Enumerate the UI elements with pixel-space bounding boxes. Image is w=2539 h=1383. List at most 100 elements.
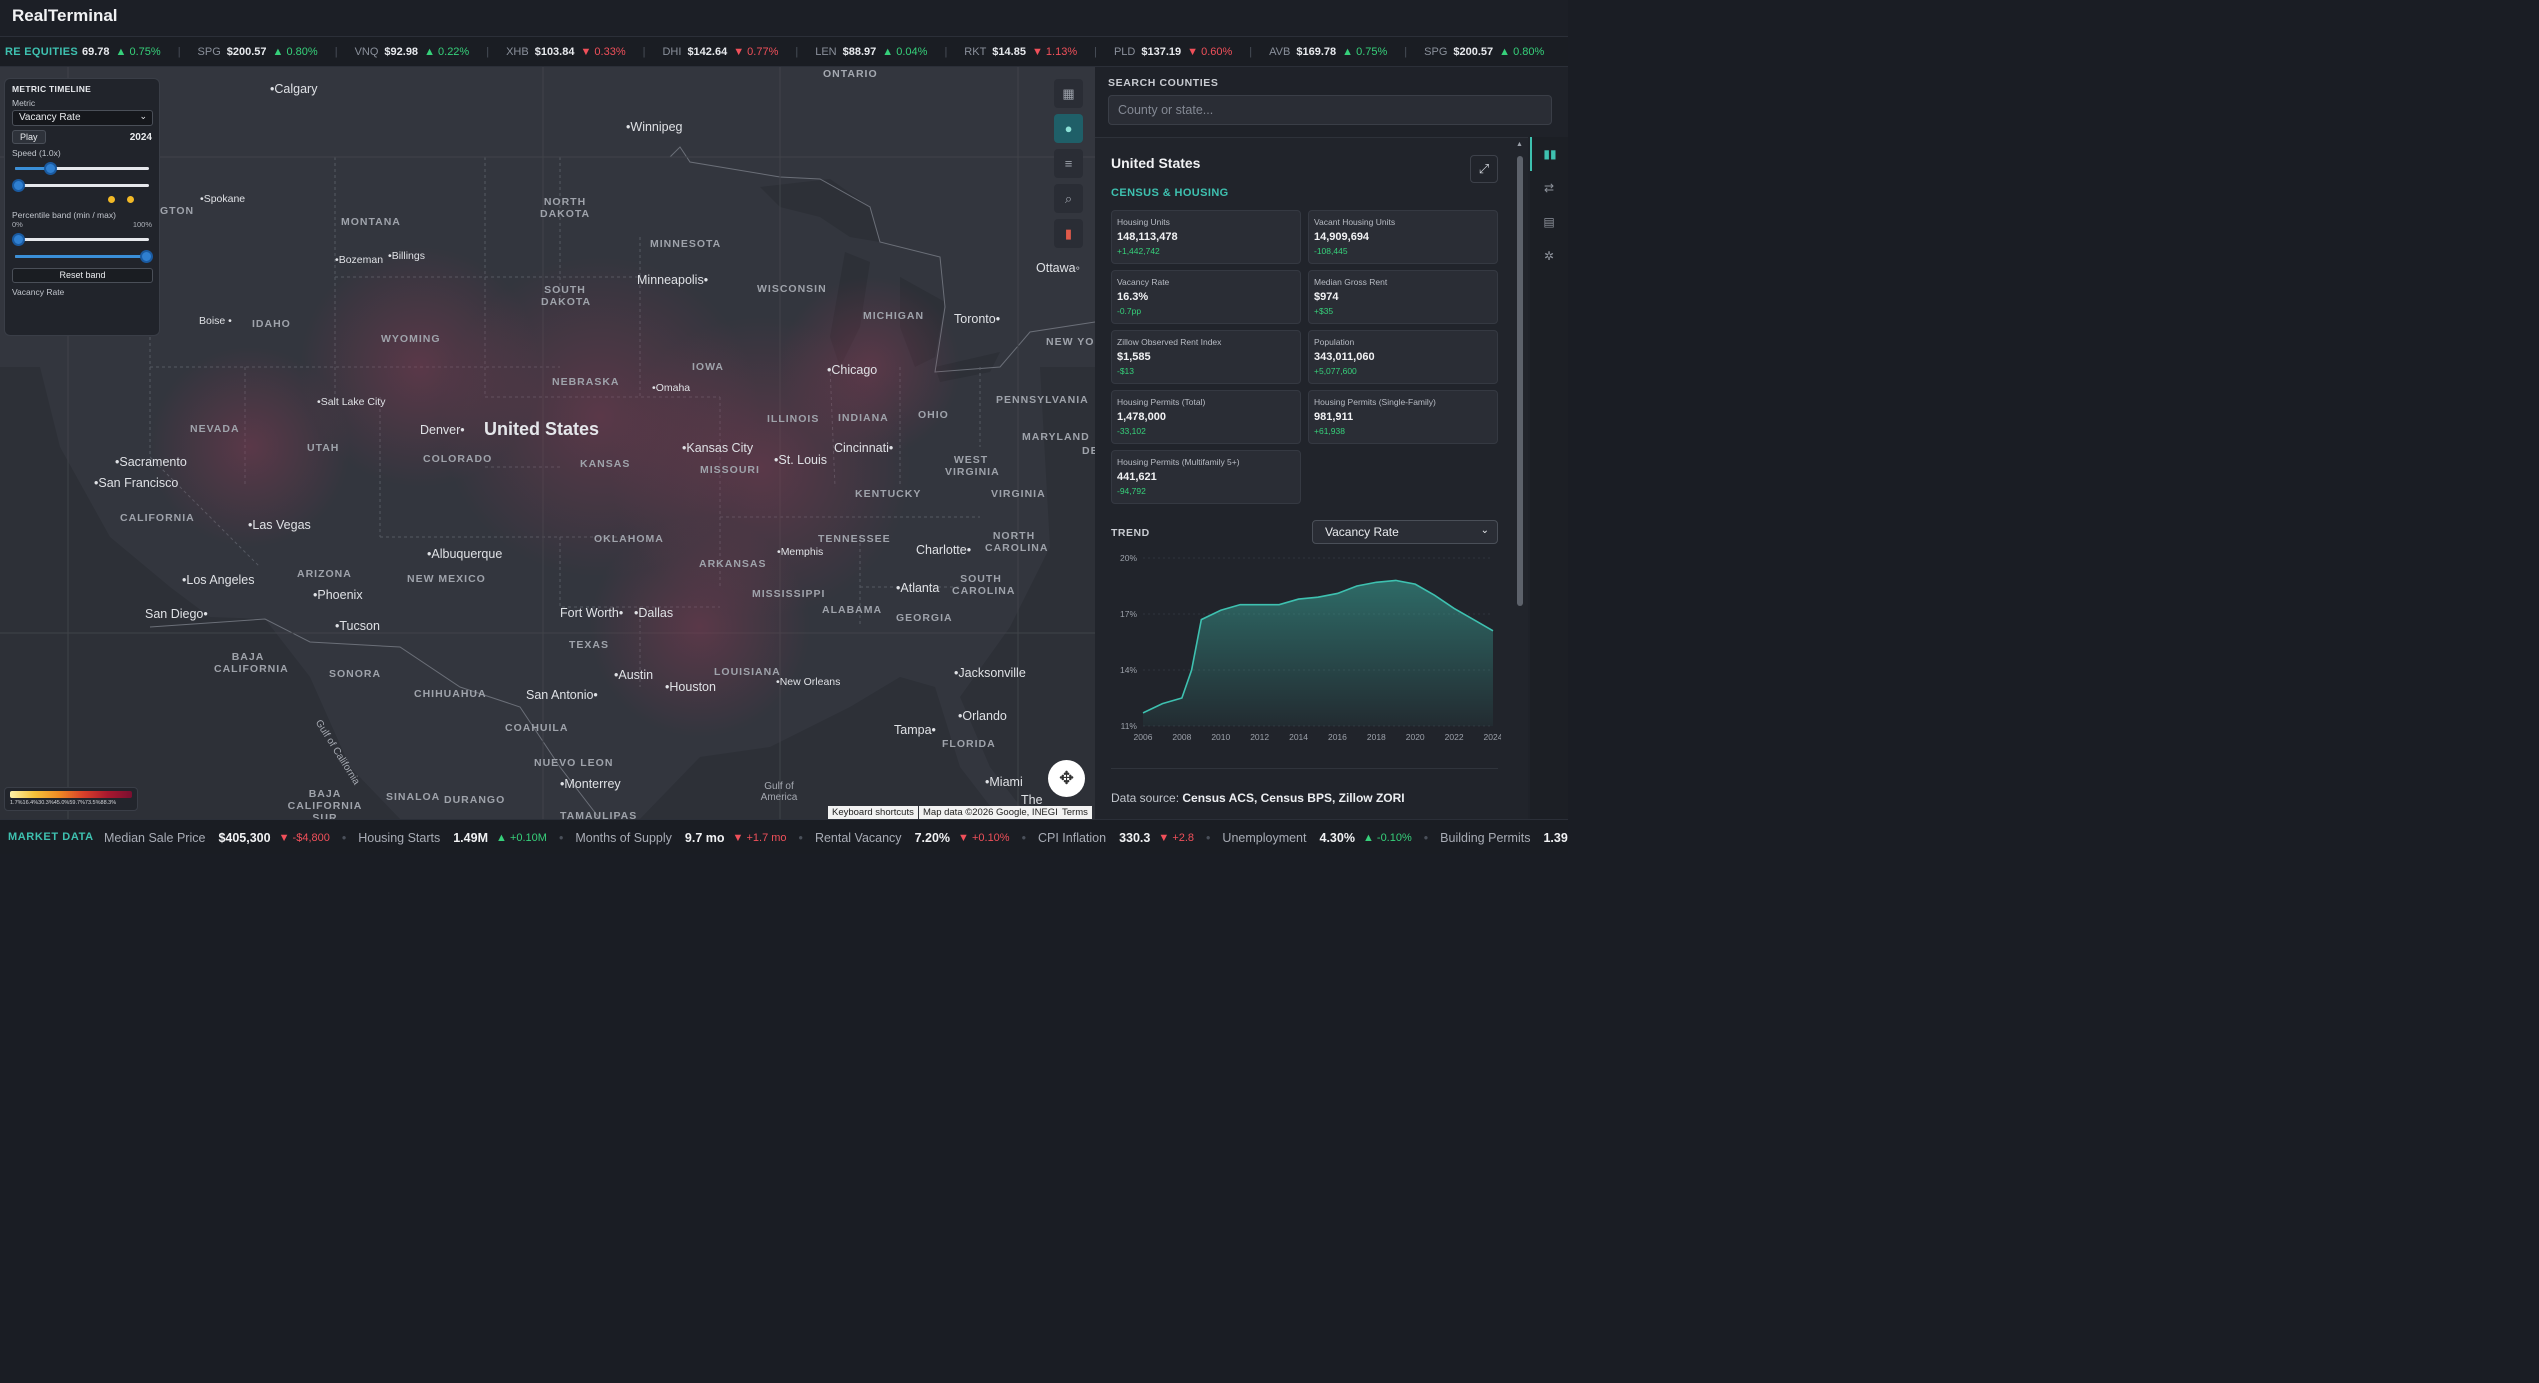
year-slider[interactable]: [12, 178, 152, 192]
legend-labels: 1.7%16.4%30.3%45.0%59.7%73.5%88.3%: [10, 800, 117, 806]
city-label: •Spokane: [200, 193, 246, 205]
footer-item[interactable]: Rental Vacancy 7.20% ▼ +0.10%: [815, 831, 1010, 845]
ticker-item[interactable]: DHI $142.64 ▼ 0.77%: [662, 46, 778, 58]
scroll-up-icon[interactable]: ▲: [1516, 141, 1523, 148]
ticker-item[interactable]: VNQ $92.98 ▲ 0.22%: [355, 46, 470, 58]
keyboard-shortcuts-link[interactable]: Keyboard shortcuts: [828, 806, 918, 819]
metric-card[interactable]: Housing Units 148,113,478 +1,442,742: [1111, 210, 1301, 264]
metric-select[interactable]: Vacancy Rate ⌄: [12, 110, 153, 126]
footer-item[interactable]: Unemployment 4.30% ▲ -0.10%: [1222, 831, 1411, 845]
reset-band-button[interactable]: Reset band: [12, 268, 153, 283]
metric-card-value: 16.3%: [1117, 291, 1149, 303]
map-label: NEBRASKA: [552, 376, 620, 388]
ticker-item[interactable]: XHB $103.84 ▼ 0.33%: [506, 46, 626, 58]
metric-card-label: Median Gross Rent: [1314, 277, 1388, 287]
city-label: Ottawa◦: [1036, 261, 1081, 275]
y-tick-label: 14%: [1120, 665, 1137, 675]
metric-card[interactable]: Vacant Housing Units 14,909,694 -108,445: [1308, 210, 1498, 264]
metric-card[interactable]: Housing Permits (Single-Family) 981,911 +6…: [1308, 390, 1498, 444]
slider-handle[interactable]: [12, 179, 25, 192]
data-source: Data source: Census ACS, Census BPS, Zil…: [1111, 791, 1405, 805]
footer-item[interactable]: Housing Starts 1.49M ▲ +0.10M: [358, 831, 547, 845]
city-label: •Winnipeg: [626, 120, 683, 134]
footer-item-value: 4.30%: [1319, 831, 1355, 845]
band-max-slider[interactable]: [12, 249, 153, 263]
play-button[interactable]: Play: [12, 130, 46, 144]
ticker-item[interactable]: SPG $200.57 ▲ 0.80%: [1424, 46, 1544, 58]
slider-handle[interactable]: [140, 250, 153, 263]
terms-link[interactable]: Terms: [1058, 806, 1092, 819]
map-label: NUEVO LEON: [534, 757, 614, 769]
map-label: OKLAHOMA: [594, 533, 664, 545]
panel-scrollbar[interactable]: ▲: [1516, 141, 1524, 815]
bar-chart-icon[interactable]: ▮▮: [1530, 137, 1568, 171]
map-label: LOUISIANA: [714, 666, 781, 678]
band-min-slider[interactable]: [12, 232, 152, 246]
footer-separator: •: [1206, 831, 1211, 845]
map-view[interactable]: ONTARIO MONTANA NORTH DAKOTA MINNESOTA S…: [0, 67, 1095, 819]
city-label: •Sacramento: [115, 455, 187, 469]
metric-card-label: Zillow Observed Rent Index: [1117, 337, 1222, 347]
city-label: •Houston: [665, 680, 716, 694]
chevron-down-icon: ⌄: [139, 111, 147, 121]
metric-card-delta: +5,077,600: [1314, 366, 1357, 376]
county-search-input[interactable]: [1108, 95, 1552, 125]
city-label: Denver•: [420, 423, 465, 437]
footer-items: Median Sale Price $405,300 ▼ -$4,800 • Housi…: [104, 831, 1568, 845]
chart-icon[interactable]: ▮: [1054, 219, 1083, 248]
metric-card[interactable]: Housing Permits (Total) 1,478,000 -33,102: [1111, 390, 1301, 444]
compare-icon[interactable]: ⇄: [1543, 181, 1555, 195]
search-icon[interactable]: ⌕: [1054, 184, 1083, 213]
city-label: •Monterrey: [560, 777, 621, 791]
x-tick-label: 2022: [1445, 732, 1464, 742]
ticker-item[interactable]: AVB $169.78 ▲ 0.75%: [1269, 46, 1387, 58]
slider-handle[interactable]: [44, 162, 57, 175]
ticker-item[interactable]: PLD $137.19 ▼ 0.60%: [1114, 46, 1232, 58]
map-label: NEVADA: [190, 423, 240, 435]
footer-item[interactable]: Median Sale Price $405,300 ▼ -$4,800: [104, 831, 330, 845]
footer-item[interactable]: Months of Supply 9.7 mo ▼ +1.7 mo: [575, 831, 786, 845]
metric-card-label: Vacant Housing Units: [1314, 217, 1396, 227]
ticker-price: $142.64: [687, 46, 728, 58]
map-label: CHIHUAHUA: [414, 688, 487, 700]
map-label: SOUTH DAKOTA: [541, 284, 592, 308]
footer-item[interactable]: CPI Inflation 330.3 ▼ +2.8: [1038, 831, 1194, 845]
scroll-thumb[interactable]: [1517, 156, 1523, 606]
settings-icon[interactable]: ✲: [1543, 249, 1555, 263]
footer-item-name: Housing Starts: [358, 831, 441, 845]
ticker-change: ▲ 0.75%: [115, 46, 161, 58]
city-label: •St. Louis: [774, 453, 828, 467]
heatmap-icon[interactable]: ●: [1054, 114, 1083, 143]
metric-card[interactable]: Median Gross Rent $974 +$35: [1308, 270, 1498, 324]
metric-card-delta: +1,442,742: [1117, 246, 1160, 256]
ticker-item[interactable]: SPG $200.57 ▲ 0.80%: [198, 46, 318, 58]
layers-icon[interactable]: ▦: [1054, 79, 1083, 108]
city-label: Minneapolis•: [637, 273, 709, 287]
fullscreen-icon[interactable]: ✥: [1048, 760, 1085, 797]
trend-metric-select[interactable]: Vacancy Rate ⌄: [1312, 520, 1498, 544]
city-label: •Billings: [388, 250, 425, 262]
map-label: BAJA CALIFORNIA SUR: [287, 788, 363, 819]
marker-dot: [108, 196, 115, 203]
metric-card[interactable]: Housing Permits (Multifamily 5+) 441,621 -…: [1111, 450, 1301, 504]
metric-card-value: 441,621: [1117, 471, 1157, 483]
ticker-item[interactable]: RKT $14.85 ▼ 1.13%: [964, 46, 1077, 58]
list-icon[interactable]: ≡: [1054, 149, 1083, 178]
ticker-symbol: VNQ: [354, 46, 379, 58]
speed-slider[interactable]: [12, 161, 152, 175]
metric-card[interactable]: Population 343,011,060 +5,077,600: [1308, 330, 1498, 384]
expand-icon[interactable]: ⤢: [1470, 155, 1498, 183]
footer-separator: •: [1021, 831, 1026, 845]
metric-card-label: Housing Permits (Multifamily 5+): [1117, 457, 1240, 467]
slider-handle[interactable]: [12, 233, 25, 246]
ticker-item[interactable]: 69.78 ▲ 0.75%: [82, 46, 161, 58]
ticker-item[interactable]: LEN $88.97 ▲ 0.04%: [815, 46, 927, 58]
map-label: NEW YOR: [1046, 336, 1095, 348]
metric-card[interactable]: Vacancy Rate 16.3% -0.7pp: [1111, 270, 1301, 324]
city-label: •Atlanta: [896, 581, 940, 595]
document-icon[interactable]: ▤: [1543, 215, 1555, 229]
metric-card[interactable]: Zillow Observed Rent Index $1,585 -$13: [1111, 330, 1301, 384]
location-panel: United States ⤢ CENSUS & HOUSING Housing…: [1095, 137, 1528, 819]
map-label: TAMAULIPAS: [560, 810, 638, 819]
